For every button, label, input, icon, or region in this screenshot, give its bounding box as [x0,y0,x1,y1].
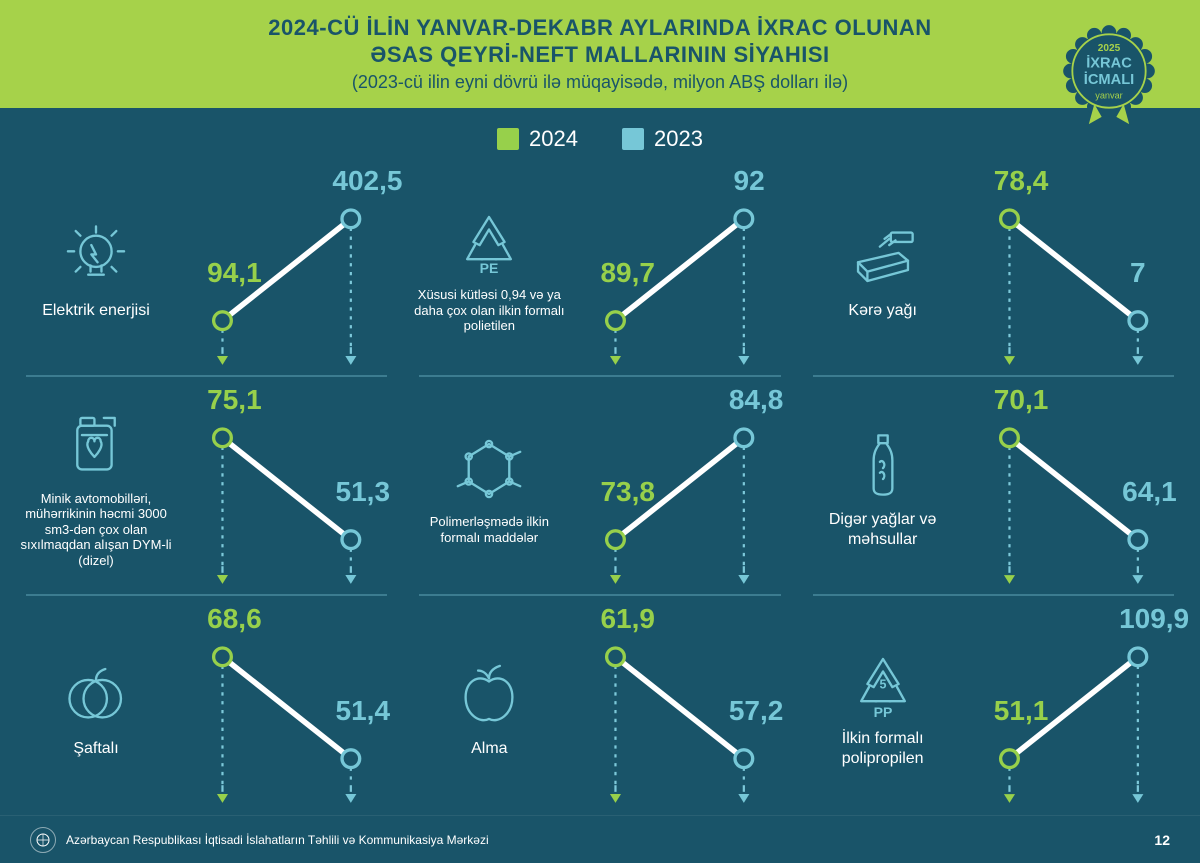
item-label: Xüsusi kütləsi 0,94 və ya daha çox olan … [409,287,569,334]
item-chart: 73,8 84,8 [569,398,790,578]
item-label: Alma [471,739,507,758]
subtitle: (2023-cü ilin eyni dövrü ilə müqayisədə,… [352,72,848,93]
footer-org: Azərbaycan Respublikası İqtisadi İslahat… [66,833,489,847]
item-cell: PE Xüsusi kütləsi 0,94 və ya daha çox ol… [403,158,796,377]
item-icon-col: Kərə yağı [803,217,963,320]
svg-text:PP: PP [873,704,892,720]
item-label: Kərə yağı [848,301,916,320]
header: 2024-CÜ İLİN YANVAR-DEKABR AYLARINDA İXR… [0,0,1200,108]
value-2023: 7 [1130,257,1146,289]
recycle-pe-icon: PE [443,203,535,281]
butter-icon [837,217,929,295]
value-2024: 70,1 [994,384,1049,416]
item-cell: Polimerləşmədə ilkin formalı maddələr [403,377,796,596]
legend: 2024 2023 [0,108,1200,158]
item-cell: Alma 61,9 57,2 [403,596,796,815]
bulb-icon [50,217,142,295]
item-label: Minik avtomobilləri, mühərrikinin həcmi … [16,491,176,569]
footer-logo-icon [30,827,56,853]
value-2023: 57,2 [729,695,784,727]
swatch-2024 [497,128,519,150]
legend-2024: 2024 [497,126,578,152]
value-2023: 51,3 [336,476,391,508]
value-2024: 73,8 [600,476,655,508]
item-cell: Elektrik enerjisi 94,1 [10,158,403,377]
value-2023: 92 [734,165,765,197]
page-number: 12 [1154,832,1170,848]
chart-grid: Elektrik enerjisi 94,1 [0,158,1200,815]
item-label: Polimerləşmədə ilkin formalı maddələr [409,514,569,545]
value-2023: 84,8 [729,384,784,416]
item-chart: 89,7 92 [569,179,790,359]
svg-text:İXRAC: İXRAC [1086,54,1132,71]
page: 2024-CÜ İLİN YANVAR-DEKABR AYLARINDA İXR… [0,0,1200,863]
item-icon-col: Şaftalı [16,655,176,758]
seal-icon: 2025 İXRAC İCMALI yanvar [1063,25,1155,124]
value-2024: 68,6 [207,603,262,635]
value-2023: 64,1 [1122,476,1177,508]
item-chart: 61,9 57,2 [569,617,790,797]
item-chart: 78,4 7 [963,179,1184,359]
item-icon-col: Polimerləşmədə ilkin formalı maddələr [409,430,569,545]
svg-text:yanvar: yanvar [1095,91,1122,101]
svg-text:5: 5 [879,678,886,692]
item-chart: 51,1 109,9 [963,617,1184,797]
svg-text:2025: 2025 [1098,43,1121,54]
value-2024: 89,7 [600,257,655,289]
item-cell: Kərə yağı 78,4 7 [797,158,1190,377]
value-2024: 61,9 [600,603,655,635]
item-icon-col: Alma [409,655,569,758]
item-cell: Şaftalı 68,6 51, [10,596,403,815]
legend-2023-label: 2023 [654,126,703,152]
apple-icon [443,655,535,733]
svg-text:İCMALI: İCMALI [1084,71,1134,88]
item-chart: 70,1 64,1 [963,398,1184,578]
item-label: Digər yağlar və məhsullar [803,510,963,548]
value-2024: 94,1 [207,257,262,289]
item-icon-col: PE Xüsusi kütləsi 0,94 və ya daha çox ol… [409,203,569,334]
recycle-pp-icon: 5 PP [837,645,929,723]
value-2024: 78,4 [994,165,1049,197]
title-line2: ƏSAS QEYRİ-NEFT MALLARININ SİYAHISI [370,42,829,68]
value-2024: 75,1 [207,384,262,416]
item-chart: 75,1 51,3 [176,398,397,578]
item-cell: Minik avtomobilləri, mühərrikinin həcmi … [10,377,403,596]
title-line1: 2024-CÜ İLİN YANVAR-DEKABR AYLARINDA İXR… [268,15,931,41]
item-cell: Digər yağlar və məhsullar [797,377,1190,596]
peach-icon [50,655,142,733]
item-chart: 68,6 51,4 [176,617,397,797]
item-label: İlkin formalı polipropilen [803,729,963,767]
footer-left: Azərbaycan Respublikası İqtisadi İslahat… [30,827,489,853]
swatch-2023 [622,128,644,150]
item-cell: 5 PP İlkin formalı polipropilen [797,596,1190,815]
svg-text:PE: PE [480,260,499,276]
value-2023: 402,5 [332,165,402,197]
footer: Azərbaycan Respublikası İqtisadi İslahat… [0,815,1200,863]
item-icon-col: 5 PP İlkin formalı polipropilen [803,645,963,767]
molecule-icon [443,430,535,508]
fuel-icon [50,407,142,485]
item-chart: 94,1 402,5 [176,179,397,359]
item-icon-col: Digər yağlar və məhsullar [803,426,963,548]
legend-2023: 2023 [622,126,703,152]
badge-seal: 2025 İXRAC İCMALI yanvar [1054,16,1164,126]
item-icon-col: Minik avtomobilləri, mühərrikinin həcmi … [16,407,176,569]
value-2023: 51,4 [336,695,391,727]
value-2023: 109,9 [1119,603,1189,635]
value-2024: 51,1 [994,695,1049,727]
bottle-icon [837,426,929,504]
legend-2024-label: 2024 [529,126,578,152]
item-label: Elektrik enerjisi [42,301,150,320]
item-icon-col: Elektrik enerjisi [16,217,176,320]
item-label: Şaftalı [73,739,118,758]
